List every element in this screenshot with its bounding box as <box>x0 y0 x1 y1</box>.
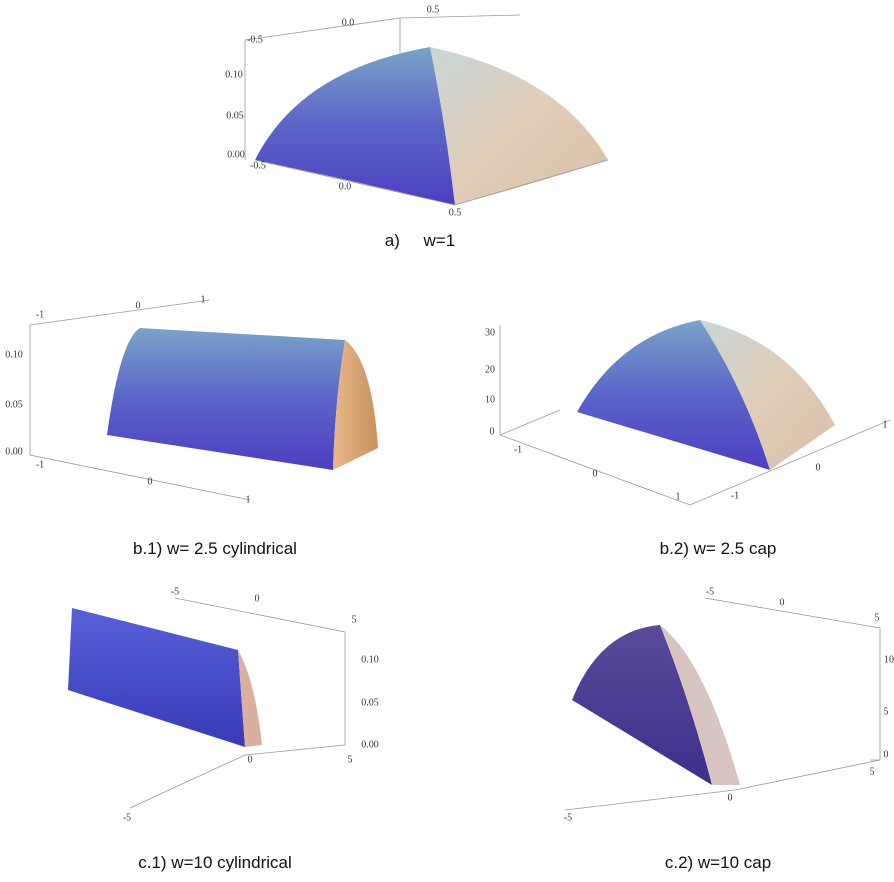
panel-b2: 30 20 10 0 -1 0 1 1 0 -1 b.2) w= 2.5 cap <box>485 320 890 558</box>
surface <box>430 47 608 205</box>
tick-label: 0.05 <box>5 399 23 410</box>
tick-label: -5 <box>171 586 179 597</box>
tick-label: 0.10 <box>361 654 379 665</box>
tick-label: 0.5 <box>449 207 462 218</box>
tick-label: 0 <box>593 468 598 479</box>
tick-label: 5 <box>352 614 357 625</box>
tick-label: 0 <box>816 462 821 473</box>
tick-label: 0.0 <box>339 181 352 192</box>
tick-label: 0 <box>884 749 889 760</box>
tick-label: 5 <box>884 706 889 717</box>
tick-label: 0.5 <box>427 4 440 15</box>
tick-label: -5 <box>123 812 131 823</box>
panel-a: -0.5 0.0 0.5 0.10 0.05 0.00 -0.5 0.0 0.5… <box>225 4 608 250</box>
panel-b1: -1 0 1 0.10 0.05 0.00 -1 0 1 b.1) w= 2.5… <box>5 294 378 558</box>
tick-label: 0 <box>248 754 253 765</box>
tick-label: 0 <box>255 593 260 604</box>
caption: b.2) w= 2.5 cap <box>660 539 777 558</box>
surface <box>255 47 455 205</box>
tick-label: 0.00 <box>361 739 379 750</box>
caption: b.1) w= 2.5 cylindrical <box>133 539 297 558</box>
caption: c.2) w=10 cap <box>665 853 771 872</box>
tick-label: 1 <box>676 491 681 502</box>
tick-label: 0 <box>148 476 153 487</box>
tick-label: 30 <box>485 327 495 338</box>
tick-label: 0.00 <box>5 446 23 457</box>
caption: a) w=1 <box>385 231 455 250</box>
surface <box>107 328 345 470</box>
surface <box>68 608 245 747</box>
tick-label: 5 <box>870 766 875 777</box>
panel-c1: -5 0 5 0.10 0.05 0.00 5 0 -5 c.1) w=10 c… <box>68 586 379 872</box>
panel-c2: -5 0 5 10 5 0 5 0 -5 c.2) w=10 cap <box>564 586 894 872</box>
tick-label: 0 <box>780 597 785 608</box>
tick-label: -0.5 <box>247 34 263 45</box>
tick-label: 0.05 <box>361 697 379 708</box>
tick-label: -1 <box>36 459 44 470</box>
tick-label: 0.10 <box>225 69 243 80</box>
tick-label: 1 <box>883 419 888 430</box>
tick-label: 0.0 <box>342 17 355 28</box>
tick-label: 20 <box>485 364 495 375</box>
tick-label: 5 <box>875 612 880 623</box>
tick-label: -1 <box>731 490 739 501</box>
tick-label: 0 <box>728 792 733 803</box>
tick-label: -5 <box>564 812 572 823</box>
tick-label: 1 <box>246 494 251 505</box>
tick-label: 0 <box>136 300 141 311</box>
tick-label: 0.10 <box>5 349 23 360</box>
tick-label: -5 <box>706 586 714 597</box>
tick-label: 10 <box>884 654 894 665</box>
tick-label: -1 <box>514 444 522 455</box>
tick-label: 1 <box>201 294 206 305</box>
tick-label: -0.5 <box>250 160 266 171</box>
tick-label: 0.05 <box>226 110 244 121</box>
tick-label: 10 <box>485 394 495 405</box>
tick-label: -1 <box>36 309 44 320</box>
figure: -0.5 0.0 0.5 0.10 0.05 0.00 -0.5 0.0 0.5… <box>0 0 894 882</box>
caption: c.1) w=10 cylindrical <box>138 853 292 872</box>
tick-label: 0 <box>490 426 495 437</box>
tick-label: 5 <box>348 754 353 765</box>
tick-label: 0.00 <box>227 149 245 160</box>
